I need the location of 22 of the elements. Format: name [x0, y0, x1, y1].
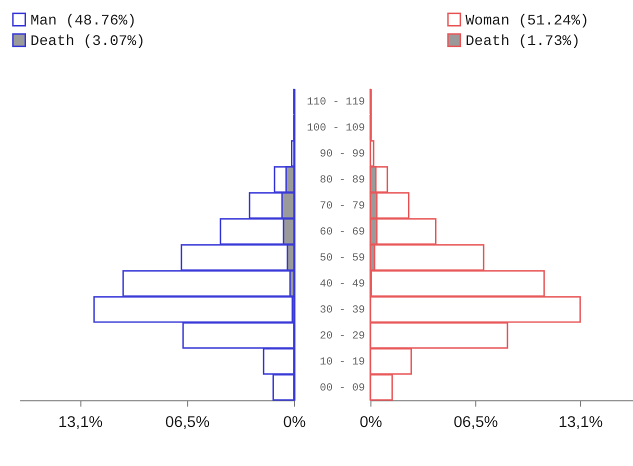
- x-tick-label: 13,1%: [58, 414, 103, 432]
- x-tick-label: 06,5%: [165, 414, 210, 432]
- y-tick-label: 10 - 19: [320, 356, 366, 368]
- y-tick-label: 100 - 109: [306, 122, 366, 134]
- legend-label: Woman (51.24%): [465, 13, 589, 30]
- y-tick-label: 20 - 29: [320, 330, 366, 342]
- y-tick-label: 70 - 79: [320, 200, 366, 212]
- x-tick-label: 06,5%: [454, 414, 498, 432]
- legend-label: Man (48.76%): [30, 13, 136, 30]
- y-tick-label: 50 - 59: [320, 252, 366, 264]
- y-tick-label: 110 - 119: [306, 96, 366, 108]
- y-tick-label: 30 - 39: [320, 304, 366, 316]
- y-tick-label: 80 - 89: [320, 174, 366, 186]
- y-tick-label: 90 - 99: [320, 148, 366, 160]
- y-tick-label: 40 - 49: [320, 278, 366, 290]
- legend-label: Death (3.07%): [30, 34, 145, 50]
- y-tick-label: 60 - 69: [320, 226, 366, 238]
- x-tick-label: 13,1%: [558, 414, 603, 432]
- x-tick-label: 0%: [283, 414, 306, 432]
- y-tick-label: 00 - 09: [320, 382, 366, 394]
- legend-label: Death (1.73%): [465, 34, 580, 50]
- x-tick-label: 0%: [360, 414, 382, 432]
